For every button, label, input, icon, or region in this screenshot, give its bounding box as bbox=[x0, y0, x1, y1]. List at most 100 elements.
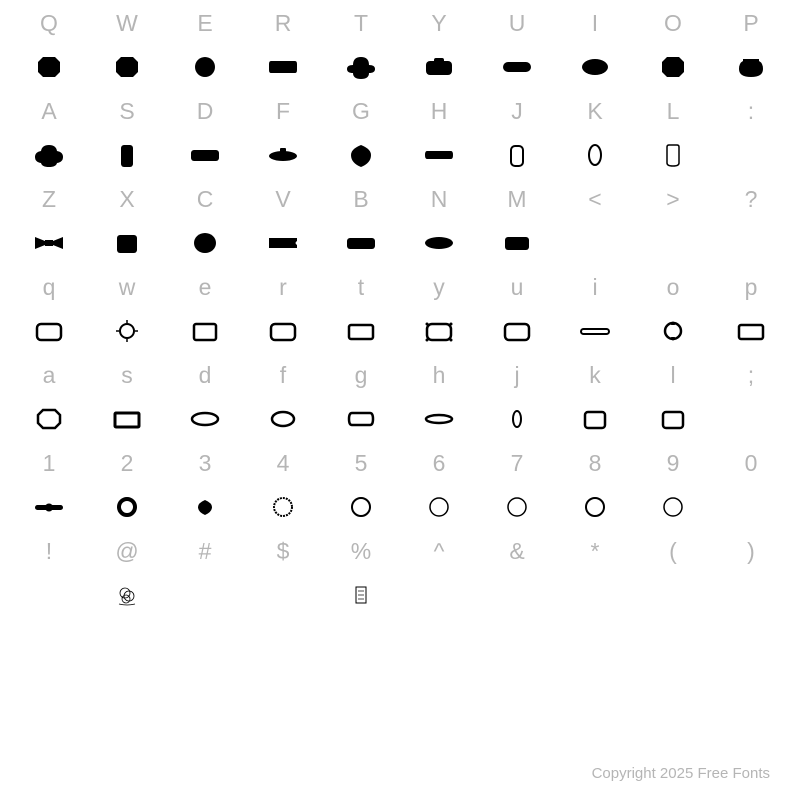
key-label-cell: U bbox=[478, 10, 556, 37]
glyph-cell bbox=[322, 51, 400, 83]
outline-frame-round-icon bbox=[10, 315, 88, 347]
key-label: f bbox=[280, 362, 286, 389]
key-label: w bbox=[119, 274, 136, 301]
glyph-cell bbox=[10, 139, 88, 171]
glyph-cell bbox=[244, 315, 322, 347]
glyph-cell bbox=[10, 227, 88, 259]
key-label: B bbox=[353, 186, 368, 213]
filled-octagon-icon bbox=[10, 51, 88, 83]
key-label: S bbox=[119, 98, 134, 125]
key-label-cell: T bbox=[322, 10, 400, 37]
glyph-cell bbox=[166, 403, 244, 435]
key-label-cell: h bbox=[400, 362, 478, 389]
key-label-cell: k bbox=[556, 362, 634, 389]
key-label-cell: o bbox=[634, 274, 712, 301]
glyph-row bbox=[10, 130, 790, 180]
glyph-cell bbox=[10, 491, 88, 523]
filled-pill-wide-icon bbox=[478, 51, 556, 83]
key-label: u bbox=[511, 274, 524, 301]
key-label: P bbox=[743, 10, 758, 37]
glyph-cell bbox=[478, 403, 556, 435]
filled-plaque-icon bbox=[400, 139, 478, 171]
key-label: H bbox=[431, 98, 448, 125]
outline-cartouche-icon bbox=[322, 403, 400, 435]
key-label-row: ZXCVBNM<>? bbox=[10, 180, 790, 218]
key-label: 3 bbox=[199, 450, 212, 477]
key-label: L bbox=[667, 98, 680, 125]
glyph-cell bbox=[88, 403, 166, 435]
outline-wreath-icon bbox=[244, 491, 322, 523]
key-label-cell: y bbox=[400, 274, 478, 301]
glyph-cell bbox=[400, 227, 478, 259]
glyph-cell bbox=[88, 227, 166, 259]
glyph-cell bbox=[166, 51, 244, 83]
key-label: W bbox=[116, 10, 138, 37]
glyph-cell bbox=[400, 403, 478, 435]
key-label-cell: L bbox=[634, 98, 712, 125]
key-label: 1 bbox=[43, 450, 56, 477]
key-label-cell: ^ bbox=[400, 538, 478, 565]
copyright-footer: Copyright 2025 Free Fonts bbox=[592, 765, 770, 782]
key-label-cell: W bbox=[88, 10, 166, 37]
key-label: F bbox=[276, 98, 290, 125]
glyph-cell bbox=[634, 491, 712, 523]
key-label: q bbox=[43, 274, 56, 301]
glyph-cell bbox=[244, 51, 322, 83]
key-label-cell: t bbox=[322, 274, 400, 301]
key-label-cell: 0 bbox=[712, 450, 790, 477]
filled-octagon-icon bbox=[88, 51, 166, 83]
key-label-cell: 3 bbox=[166, 450, 244, 477]
key-label: K bbox=[587, 98, 602, 125]
key-label-cell: Y bbox=[400, 10, 478, 37]
glyph-cell bbox=[10, 315, 88, 347]
key-label-cell: D bbox=[166, 98, 244, 125]
glyph-cell bbox=[478, 315, 556, 347]
key-label: 8 bbox=[589, 450, 602, 477]
outline-compass-icon bbox=[634, 315, 712, 347]
key-label-cell: 5 bbox=[322, 450, 400, 477]
key-label: i bbox=[592, 274, 597, 301]
key-label: @ bbox=[115, 538, 138, 565]
outline-frame-round-icon bbox=[478, 315, 556, 347]
outline-sq-round-icon bbox=[634, 403, 712, 435]
glyph-cell bbox=[478, 51, 556, 83]
key-label-cell: G bbox=[322, 98, 400, 125]
glyph-cell bbox=[400, 315, 478, 347]
key-label: # bbox=[199, 538, 212, 565]
key-label-cell: ; bbox=[712, 362, 790, 389]
outline-ring-ornate-icon bbox=[478, 491, 556, 523]
key-label-cell: X bbox=[88, 186, 166, 213]
filled-sq-round-icon bbox=[88, 227, 166, 259]
key-label: 7 bbox=[511, 450, 524, 477]
outline-vpill-icon bbox=[556, 139, 634, 171]
glyph-cell bbox=[10, 51, 88, 83]
key-label: g bbox=[355, 362, 368, 389]
key-label-cell: # bbox=[166, 538, 244, 565]
key-label-cell: @ bbox=[88, 538, 166, 565]
key-label-cell: 7 bbox=[478, 450, 556, 477]
key-label-cell: s bbox=[88, 362, 166, 389]
key-label-cell: 8 bbox=[556, 450, 634, 477]
glyph-cell bbox=[478, 139, 556, 171]
key-label-cell: g bbox=[322, 362, 400, 389]
key-label: d bbox=[199, 362, 212, 389]
filled-blob-diamond-small-icon bbox=[166, 491, 244, 523]
glyph-cell bbox=[634, 315, 712, 347]
key-label-cell: 2 bbox=[88, 450, 166, 477]
key-label: 0 bbox=[745, 450, 758, 477]
glyph-cell bbox=[88, 315, 166, 347]
key-label: ? bbox=[745, 186, 758, 213]
filled-bowtie-icon bbox=[10, 227, 88, 259]
key-label-cell: S bbox=[88, 98, 166, 125]
glyph-cell bbox=[88, 491, 166, 523]
key-label-row: ASDFGHJKL: bbox=[10, 92, 790, 130]
key-label: O bbox=[664, 10, 682, 37]
key-label-cell: ? bbox=[712, 186, 790, 213]
key-label-cell: % bbox=[322, 538, 400, 565]
glyph-cell bbox=[322, 315, 400, 347]
key-label-cell: I bbox=[556, 10, 634, 37]
key-label-cell: B bbox=[322, 186, 400, 213]
key-label-cell: ) bbox=[712, 538, 790, 565]
key-label: r bbox=[279, 274, 287, 301]
key-label-row: QWERTYUIOP bbox=[10, 4, 790, 42]
